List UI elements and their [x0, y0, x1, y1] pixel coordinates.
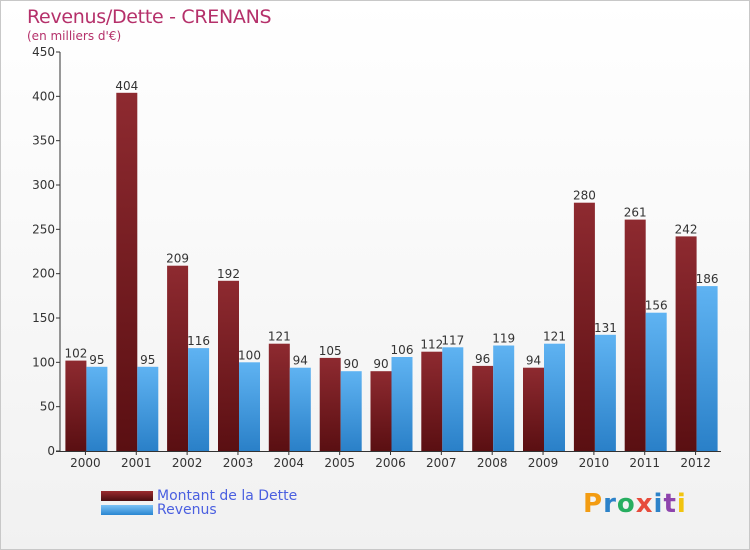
bar-revenus-2001: [137, 366, 159, 451]
value-label-dette-2012: 242: [675, 222, 698, 236]
value-label-revenus-2009: 121: [543, 330, 566, 344]
value-label-dette-2009: 94: [526, 354, 541, 368]
value-label-revenus-2002: 116: [187, 334, 210, 348]
x-tick-label-2005: 2005: [324, 456, 355, 470]
value-label-revenus-2006: 106: [391, 343, 414, 357]
bar-revenus-2009: [544, 343, 565, 451]
bar-revenus-2003: [239, 362, 260, 451]
x-tick-label-2006: 2006: [375, 456, 406, 470]
y-tick-label-350: 350: [32, 134, 55, 148]
y-tick-label-300: 300: [32, 178, 55, 192]
value-label-dette-2004: 121: [268, 330, 291, 344]
bar-dette-2001: [116, 92, 138, 452]
logo-letter: t: [663, 489, 677, 519]
value-label-dette-2007: 112: [420, 338, 443, 352]
value-label-dette-2005: 105: [319, 344, 342, 358]
logo-letter: i: [676, 489, 687, 519]
chart-title: Revenus/Dette - CRENANS: [27, 6, 272, 28]
bar-dette-2004: [268, 343, 290, 451]
value-label-revenus-2007: 117: [441, 333, 464, 347]
legend-item-dette: Montant de la Dette: [101, 488, 297, 504]
bar-revenus-2011: [645, 312, 667, 451]
bar-dette-2006: [370, 371, 392, 451]
legend-swatch-dette: [101, 491, 153, 501]
bar-dette-2010: [573, 202, 595, 451]
bar-dette-2003: [218, 280, 239, 451]
legend-label-revenus: Revenus: [157, 502, 217, 518]
bar-revenus-2005: [340, 371, 362, 451]
labels-group: 102 9520004049520012091162002192100200312…: [32, 45, 718, 470]
legend-swatch-revenus: [101, 505, 153, 515]
bar-revenus-2012: [696, 286, 718, 451]
logo-letter: i: [653, 489, 664, 519]
value-label-revenus-2012: 186: [696, 272, 719, 286]
y-tick-label-100: 100: [32, 355, 55, 369]
value-label-revenus-2004: 94: [293, 354, 308, 368]
legend-item-revenus: Revenus: [101, 502, 217, 518]
value-label-revenus-2010: 131: [594, 321, 617, 335]
chart-subtitle: (en milliers d'€): [27, 29, 122, 43]
bar-dette-2005: [319, 357, 341, 451]
proxiti-logo: Proxiti: [583, 489, 687, 519]
x-tick-label-2011: 2011: [629, 456, 660, 470]
bar-dette-2002: [167, 265, 189, 451]
value-label-revenus-2001: 95: [140, 353, 155, 367]
bar-dette-2012: [675, 236, 697, 451]
value-label-dette-2002: 209: [166, 252, 189, 266]
value-label-revenus-2000: 95: [89, 353, 104, 367]
y-tick-label-400: 400: [32, 89, 55, 103]
bar-dette-2000: [65, 360, 87, 451]
bar-revenus-2010: [594, 334, 616, 451]
value-label-dette-2008: 96: [475, 352, 490, 366]
x-tick-label-2009: 2009: [528, 456, 559, 470]
x-tick-label-2008: 2008: [477, 456, 508, 470]
bar-dette-2011: [624, 219, 646, 451]
value-label-dette-2000: 102: [64, 347, 87, 361]
y-tick-label-0: 0: [47, 444, 55, 458]
y-tick-label-450: 450: [32, 45, 55, 59]
value-label-dette-2011: 261: [624, 206, 647, 220]
bar-dette-2007: [421, 351, 443, 451]
x-tick-label-2001: 2001: [121, 456, 152, 470]
value-label-revenus-2008: 119: [492, 332, 515, 346]
bar-revenus-2007: [442, 347, 464, 451]
x-tick-label-2003: 2003: [223, 456, 254, 470]
x-tick-label-2012: 2012: [680, 456, 711, 470]
logo-letter: P: [583, 489, 604, 519]
x-tick-label-2007: 2007: [426, 456, 457, 470]
x-tick-label-2004: 2004: [274, 456, 305, 470]
value-label-revenus-2005: 90: [344, 357, 359, 371]
y-tick-label-150: 150: [32, 311, 55, 325]
value-label-dette-2001: 404: [115, 79, 138, 93]
value-label-dette-2003: 192: [217, 267, 240, 281]
bar-dette-2008: [472, 365, 494, 451]
x-tick-label-2010: 2010: [579, 456, 610, 470]
y-tick-label-250: 250: [32, 222, 55, 236]
y-tick-label-50: 50: [40, 400, 55, 414]
bar-revenus-2000: [86, 366, 108, 451]
bar-revenus-2006: [391, 357, 413, 451]
logo-letter: o: [616, 489, 636, 519]
logo-letter: r: [603, 489, 617, 519]
y-tick-label-200: 200: [32, 267, 55, 281]
value-label-dette-2010: 280: [573, 189, 596, 203]
bars-group: [65, 92, 718, 452]
x-tick-label-2000: 2000: [70, 456, 101, 470]
value-label-revenus-2003: 100: [238, 348, 261, 362]
x-tick-label-2002: 2002: [172, 456, 203, 470]
logo-letter: x: [635, 489, 654, 519]
value-label-dette-2006: 90: [373, 357, 388, 371]
bar-revenus-2002: [188, 348, 210, 451]
value-label-revenus-2011: 156: [645, 299, 668, 313]
bar-dette-2009: [523, 367, 544, 451]
bar-revenus-2008: [493, 345, 515, 451]
axes-group: [56, 51, 721, 455]
bar-revenus-2004: [289, 367, 311, 451]
legend-label-dette: Montant de la Dette: [157, 488, 298, 504]
